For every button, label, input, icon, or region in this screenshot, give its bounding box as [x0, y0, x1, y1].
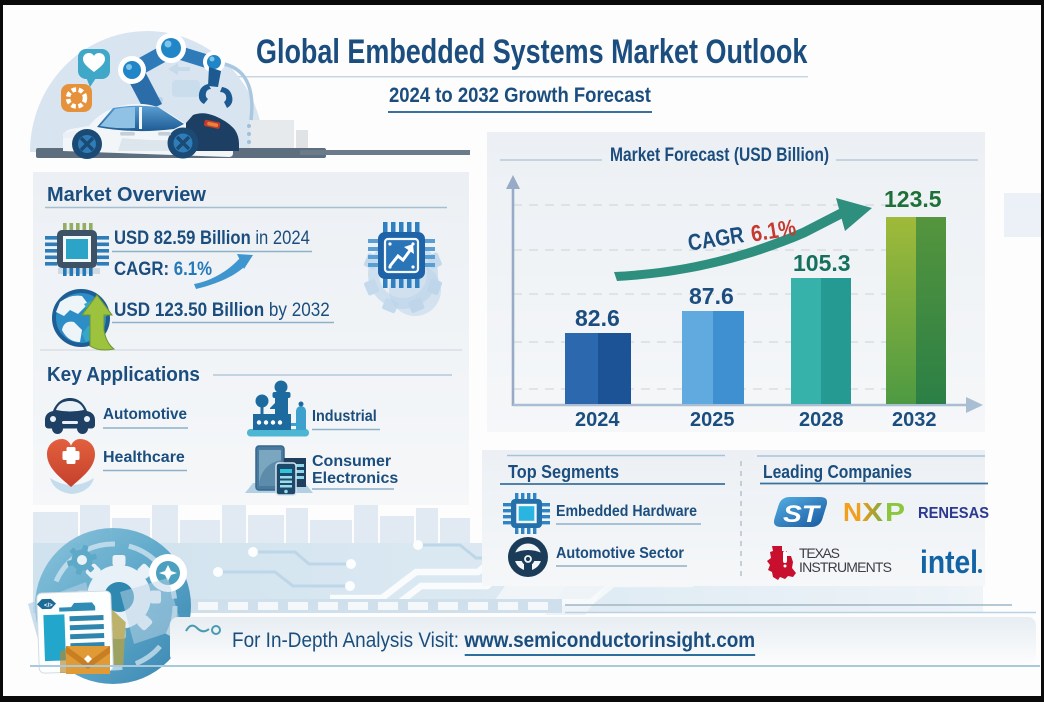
svg-text:intel: intel — [920, 544, 978, 580]
svg-text:TEXAS: TEXAS — [799, 545, 840, 561]
svg-text:</>: </> — [44, 603, 53, 609]
svg-text:X: X — [862, 497, 884, 527]
svg-text:P: P — [885, 497, 905, 527]
svg-text:ST: ST — [783, 501, 822, 528]
svg-text:RENESAS: RENESAS — [918, 505, 989, 522]
svg-text:N: N — [843, 497, 862, 527]
svg-text:INSTRUMENTS: INSTRUMENTS — [799, 559, 892, 575]
